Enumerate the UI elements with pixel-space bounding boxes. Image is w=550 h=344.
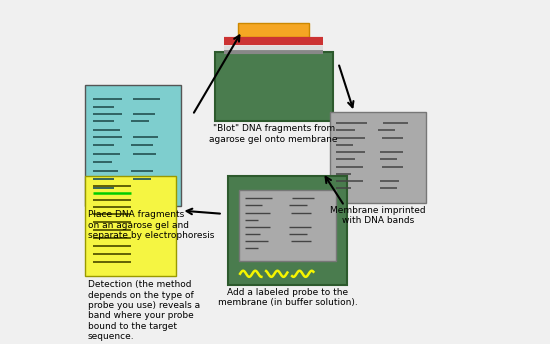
Bar — [330, 112, 426, 203]
Text: Add a labeled probe to the
membrane (in buffer solution).: Add a labeled probe to the membrane (in … — [217, 288, 358, 307]
Bar — [85, 85, 182, 206]
Text: "Blot" DNA fragments from
agarose gel onto membrane: "Blot" DNA fragments from agarose gel on… — [210, 124, 338, 143]
Text: Place DNA fragments
on an agarose gel and
separate by electrophoresis: Place DNA fragments on an agarose gel an… — [88, 211, 214, 240]
Text: Detection (the method
depends on the type of
probe you use) reveals a
band where: Detection (the method depends on the typ… — [88, 280, 200, 341]
Bar — [214, 52, 333, 121]
Text: Membrane imprinted
with DNA bands: Membrane imprinted with DNA bands — [331, 206, 426, 225]
Bar — [228, 176, 346, 285]
Bar — [239, 190, 336, 261]
Bar — [85, 176, 176, 276]
Bar — [238, 23, 309, 37]
